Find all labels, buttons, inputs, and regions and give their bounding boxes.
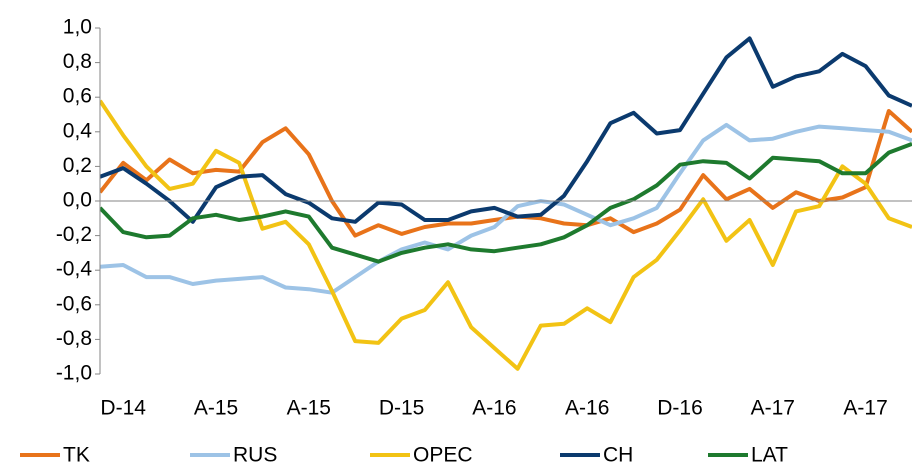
y-tick-label: 1,0: [63, 16, 92, 39]
y-tick-label: -0,6: [56, 292, 92, 315]
x-tick-label: A-17: [751, 397, 795, 420]
y-tick-label: -0,8: [56, 327, 92, 350]
x-tick-label: A-16: [565, 397, 609, 420]
y-tick-label: -1,0: [56, 362, 92, 385]
y-tick-label: -0,4: [56, 258, 93, 281]
plot-area: [100, 36, 912, 371]
series-line: [100, 122, 912, 295]
y-tick-label: 0,8: [63, 50, 92, 73]
legend-label: CH: [603, 444, 633, 467]
y-tick-label: -0,2: [56, 223, 92, 246]
legend-label: OPEC: [413, 444, 473, 467]
series-line: [100, 99, 912, 371]
y-tick-label: 0,0: [63, 189, 92, 212]
series-line: [100, 36, 912, 224]
x-tick-label: A-15: [194, 397, 238, 420]
y-tick-label: 0,2: [63, 154, 92, 177]
legend-label: TK: [63, 444, 90, 467]
y-tick-label: 0,4: [63, 119, 93, 142]
x-tick-label: D-14: [100, 397, 146, 420]
x-tick-label: A-16: [472, 397, 516, 420]
legend-label: RUS: [233, 444, 277, 467]
x-tick-label: D-16: [657, 397, 703, 420]
x-tick-label: D-15: [379, 397, 425, 420]
series-line: [100, 142, 912, 264]
y-tick-label: 0,6: [63, 85, 92, 108]
legend-label: LAT: [751, 444, 788, 467]
x-tick-label: A-15: [287, 397, 331, 420]
x-tick-label: A-17: [843, 397, 887, 420]
